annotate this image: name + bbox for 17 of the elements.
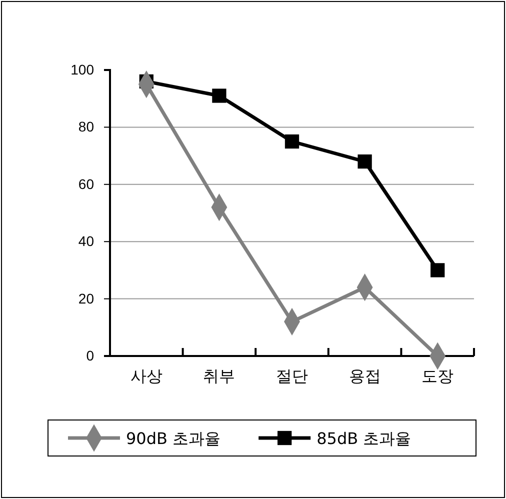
point xyxy=(212,88,226,103)
point xyxy=(430,263,445,278)
x-tick-label: 취부 xyxy=(203,368,236,386)
point xyxy=(358,154,372,169)
point xyxy=(284,134,300,149)
y-tick-label: 60 xyxy=(78,176,94,192)
y-tick-label: 0 xyxy=(86,347,94,364)
legend-label: 90dB 초과율 xyxy=(126,429,221,448)
x-tick-label: 도장 xyxy=(422,368,454,386)
y-tick-label: 20 xyxy=(78,290,94,306)
x-tick-label: 절단 xyxy=(276,368,308,386)
y-tick-label: 100 xyxy=(70,61,94,78)
x-tick-label: 사상 xyxy=(130,368,162,386)
x-tick-label: 용접 xyxy=(348,368,381,386)
y-tick-label: 40 xyxy=(78,233,94,250)
legend-label: 85dB 초과율 xyxy=(316,429,412,448)
y-tick-label: 80 xyxy=(78,118,94,135)
